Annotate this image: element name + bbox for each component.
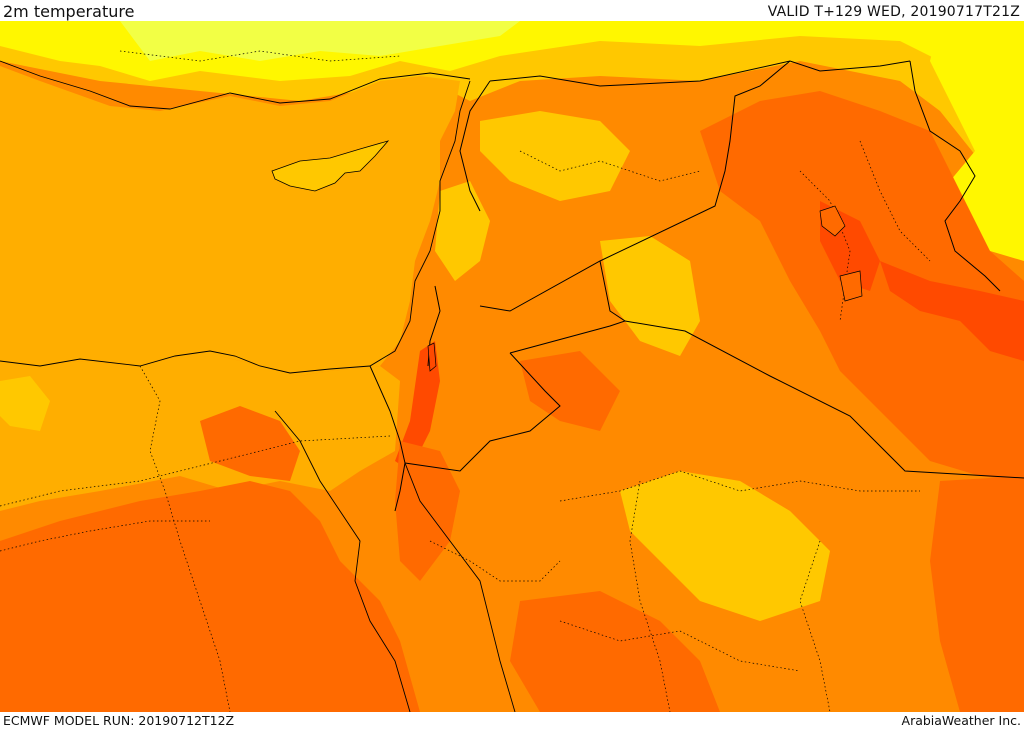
- header-bar: 2m temperature VALID T+129 WED, 20190717…: [0, 0, 1024, 21]
- temperature-map: [0, 21, 1024, 712]
- hot-zone-jordan-valley: [395, 341, 440, 471]
- gold-pocket-saudi: [620, 471, 830, 621]
- hot-zone-saudi-mid: [520, 351, 620, 431]
- egypt-north-land: [0, 356, 400, 511]
- mediterranean-sea: [0, 66, 460, 376]
- hot-zone-gulf: [880, 261, 1024, 361]
- hot-zone-egypt-south: [0, 481, 420, 712]
- country-borders: [369, 60, 1024, 512]
- model-run-label: ECMWF MODEL RUN: 20190712T12Z: [3, 713, 235, 728]
- lake-tharthar: [819, 205, 846, 237]
- gold-pocket-west: [0, 376, 50, 431]
- gold-pocket-jordan: [600, 236, 700, 356]
- gold-pocket-lebanon: [435, 181, 490, 281]
- cyprus-island: [271, 140, 390, 192]
- lake-razazza: [839, 270, 863, 302]
- coastlines: [0, 60, 516, 712]
- dead-sea: [427, 342, 437, 372]
- hot-zone-south: [510, 591, 720, 712]
- valid-time: VALID T+129 WED, 20190717T21Z: [767, 4, 1020, 20]
- map-title: 2m temperature: [3, 2, 135, 21]
- footer-bar: ECMWF MODEL RUN: 20190712T12Z ArabiaWeat…: [0, 712, 1024, 729]
- yellow-zone-ne: [930, 21, 1024, 261]
- hot-zone-southeast: [930, 476, 1024, 712]
- credit-label: ArabiaWeather Inc.: [901, 713, 1021, 728]
- lightyellow-zone-north: [120, 21, 520, 61]
- hot-zone-egypt-mid: [200, 406, 300, 481]
- gold-pocket-syria: [480, 111, 630, 201]
